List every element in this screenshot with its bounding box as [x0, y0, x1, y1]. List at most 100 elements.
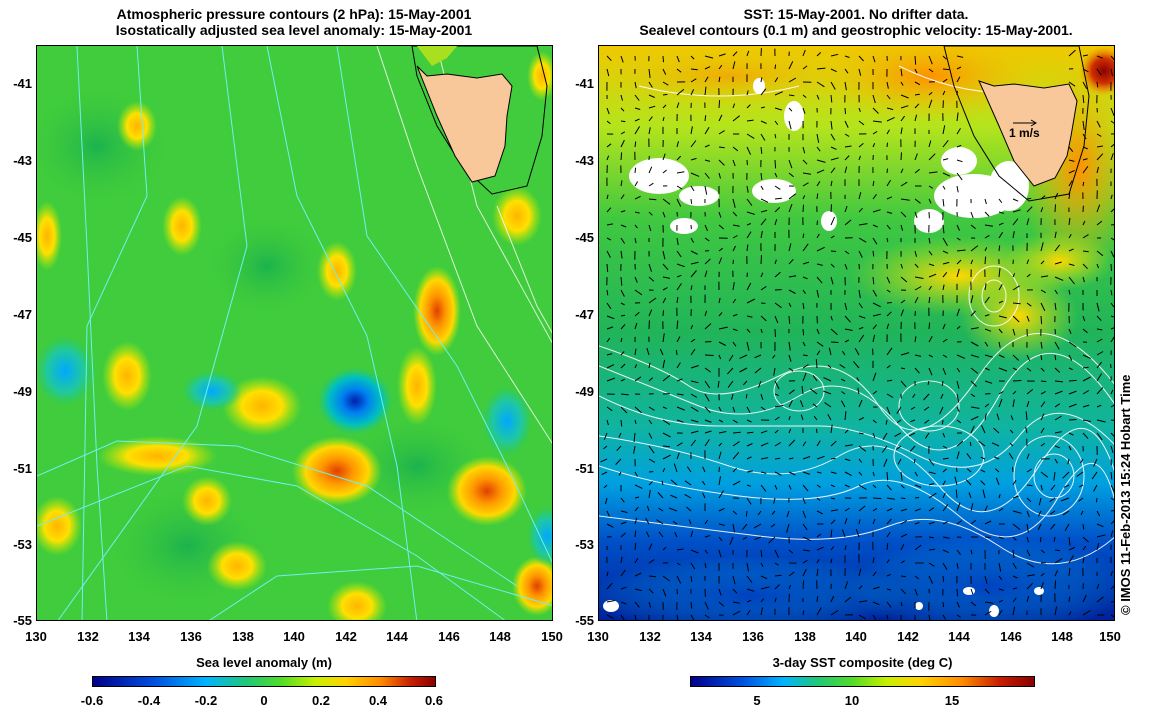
velocity-arrow: [844, 107, 846, 115]
velocity-arrow: [676, 88, 685, 96]
velocity-arrow: [606, 377, 616, 382]
velocity-arrow: [746, 497, 752, 505]
velocity-arrow: [732, 103, 736, 109]
velocity-arrow: [802, 510, 807, 519]
velocity-arrow: [827, 413, 832, 421]
velocity-arrow: [942, 284, 945, 291]
velocity-arrow: [1110, 55, 1114, 61]
velocity-arrow: [1110, 570, 1113, 577]
velocity-arrow: [900, 601, 903, 607]
velocity-arrow: [1037, 523, 1042, 531]
velocity-arrow: [1093, 484, 1098, 492]
velocity-arrow: [746, 146, 752, 155]
left-lon-tick: 140: [283, 629, 305, 644]
velocity-arrow: [760, 575, 768, 580]
velocity-arrow: [1110, 315, 1114, 318]
velocity-arrow: [732, 159, 736, 167]
velocity-arrow: [757, 510, 762, 516]
velocity-arrow: [928, 335, 933, 343]
velocity-arrow: [1054, 403, 1061, 408]
velocity-arrow: [956, 259, 962, 265]
velocity-arrow: [746, 431, 754, 434]
velocity-arrow: [830, 68, 837, 73]
velocity-arrow: [704, 224, 709, 232]
velocity-arrow: [984, 198, 987, 205]
velocity-arrow: [774, 380, 780, 390]
velocity-arrow: [858, 505, 866, 512]
velocity-scale-label: 1 m/s: [1009, 126, 1040, 140]
copyright-credit: © IMOS 11-Feb-2013 15:24 Hobart Time: [1118, 374, 1133, 615]
velocity-arrow: [816, 607, 822, 616]
velocity-arrow: [760, 77, 763, 83]
velocity-arrow: [886, 323, 890, 330]
velocity-arrow: [802, 94, 807, 98]
velocity-arrow: [900, 380, 907, 388]
velocity-arrow: [676, 362, 681, 369]
velocity-arrow: [1040, 572, 1045, 577]
velocity-arrow: [872, 250, 875, 257]
velocity-arrow: [998, 341, 1001, 348]
velocity-arrow: [676, 250, 682, 258]
velocity-arrow: [872, 571, 877, 577]
velocity-arrow: [914, 336, 917, 343]
velocity-arrow: [1054, 390, 1063, 395]
velocity-arrow: [606, 207, 612, 213]
velocity-arrow: [745, 510, 748, 517]
velocity-arrow: [718, 172, 721, 179]
velocity-arrow: [858, 326, 864, 330]
velocity-arrow: [1110, 404, 1114, 408]
velocity-arrow: [704, 406, 711, 414]
velocity-arrow: [886, 289, 891, 293]
velocity-arrow: [620, 324, 626, 330]
velocity-arrow: [1096, 263, 1099, 269]
velocity-arrow: [998, 284, 1003, 291]
velocity-arrow: [676, 55, 680, 63]
velocity-arrow: [816, 181, 821, 187]
velocity-arrow: [788, 571, 795, 577]
velocity-arrow: [942, 68, 950, 71]
velocity-arrow: [844, 133, 850, 137]
velocity-arrow: [786, 510, 790, 518]
velocity-arrow: [816, 81, 825, 88]
velocity-arrow: [774, 159, 777, 169]
velocity-arrow: [620, 250, 623, 259]
velocity-arrow: [704, 66, 711, 70]
velocity-arrow: [1068, 354, 1073, 361]
velocity-arrow: [732, 328, 738, 332]
velocity-arrow: [620, 378, 626, 382]
velocity-arrow: [858, 191, 862, 200]
velocity-arrow: [662, 359, 666, 369]
velocity-arrow: [942, 601, 945, 608]
velocity-arrow: [746, 315, 753, 318]
velocity-arrow: [746, 575, 753, 583]
velocity-arrow: [802, 497, 806, 504]
velocity-arrow: [914, 263, 919, 268]
velocity-arrow: [702, 480, 706, 486]
velocity-arrow: [1012, 536, 1017, 541]
velocity-arrow: [844, 411, 847, 421]
velocity-arrow: [830, 276, 834, 285]
velocity-arrow: [809, 388, 818, 395]
velocity-arrow: [1012, 467, 1014, 473]
velocity-arrow: [872, 557, 875, 564]
velocity-arrow: [858, 237, 867, 243]
velocity-arrow: [942, 562, 948, 571]
velocity-arrow: [942, 125, 946, 135]
sst-colorbar-tick: 5: [753, 693, 761, 708]
velocity-arrow: [656, 519, 664, 525]
velocity-arrow: [970, 224, 976, 230]
velocity-arrow: [648, 481, 653, 486]
velocity-arrow: [605, 497, 608, 505]
velocity-arrow: [788, 289, 796, 294]
velocity-arrow: [1063, 484, 1070, 488]
velocity-arrow: [998, 609, 1003, 616]
velocity-arrow: [872, 237, 878, 245]
velocity-arrow: [1012, 380, 1022, 382]
velocity-arrow: [633, 432, 636, 442]
velocity-arrow: [812, 403, 818, 408]
velocity-arrow: [956, 249, 966, 252]
velocity-arrow: [816, 533, 822, 538]
velocity-arrow: [648, 81, 653, 88]
velocity-arrow: [872, 334, 876, 343]
velocity-arrow: [942, 480, 946, 486]
